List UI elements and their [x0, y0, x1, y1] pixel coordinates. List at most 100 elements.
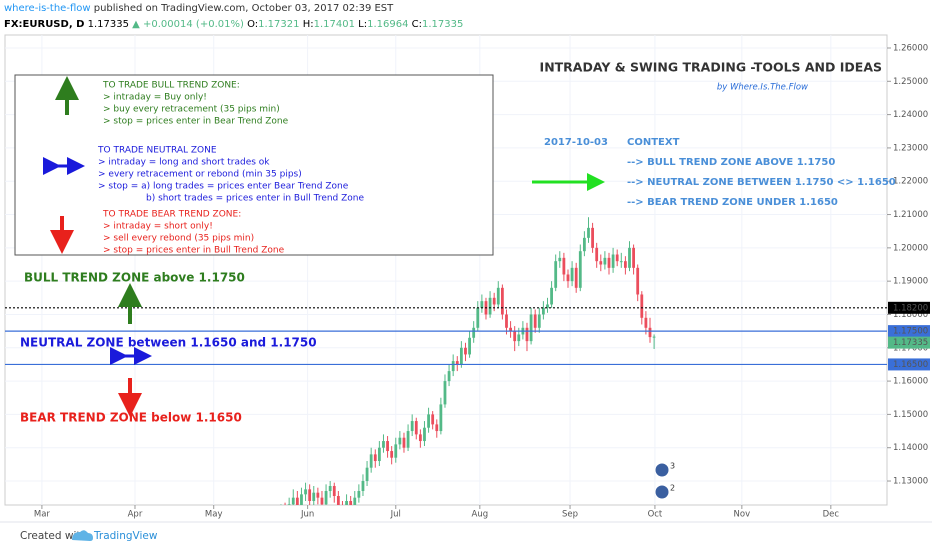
candle-body — [640, 294, 644, 318]
candle-body — [406, 431, 410, 448]
candle-body — [644, 317, 648, 328]
price-label-box — [888, 358, 930, 371]
event-icon[interactable] — [654, 484, 670, 500]
notes-box — [14, 74, 494, 256]
symbol: FX:EURUSD, D — [4, 19, 84, 30]
byline: by Where.Is.The.Flow — [717, 83, 808, 93]
candle-body — [496, 287, 500, 305]
candle-body — [304, 489, 307, 495]
event-icon[interactable] — [654, 462, 670, 478]
x-tick-label: Dec — [823, 510, 840, 520]
note-line: TO TRADE NEUTRAL ZONE — [97, 146, 217, 156]
y-tick-label: 1.20000 — [893, 243, 928, 253]
candle-body — [320, 497, 324, 505]
author[interactable]: where-is-the-flow — [4, 3, 91, 14]
x-tick-label: Apr — [128, 510, 143, 520]
candle-body — [537, 314, 541, 328]
candle-body — [529, 314, 533, 342]
price-label: 1.17500 — [893, 327, 928, 337]
context-line: --> NEUTRAL ZONE BETWEEN 1.1750 <> 1.165… — [627, 177, 896, 188]
candle-body — [566, 274, 570, 282]
candle-body — [464, 347, 467, 355]
x-tick-label: Nov — [734, 510, 751, 520]
bull-zone-label: BULL TREND ZONE above 1.1750 — [24, 271, 245, 285]
candle-body — [533, 314, 537, 328]
x-tick-label: May — [205, 510, 223, 520]
candle-body — [636, 267, 640, 295]
y-tick-label: 1.14000 — [893, 443, 928, 453]
candle-body — [431, 414, 435, 425]
price-label-box — [888, 325, 930, 338]
candle-body — [427, 414, 430, 428]
x-tick-label: Aug — [472, 510, 489, 520]
candle-body — [414, 421, 418, 435]
candle-body — [353, 497, 357, 505]
candle-body — [628, 247, 631, 268]
event-count: 2 — [670, 484, 675, 493]
last-price-box — [888, 336, 930, 349]
candle-body — [623, 261, 627, 268]
ohlc-key: L: — [358, 19, 367, 30]
candle-body — [324, 491, 328, 505]
candle-body — [345, 501, 348, 505]
y-tick-label: 1.23000 — [893, 143, 928, 153]
y-tick-label: 1.25000 — [893, 77, 928, 87]
candle-body — [652, 336, 656, 338]
candle-body — [443, 381, 447, 405]
note-line: > sell every rebond (35 pips min) — [103, 234, 254, 244]
candle-body — [390, 451, 394, 458]
footer-text: Created with — [20, 530, 87, 542]
candle-body — [447, 371, 451, 382]
context-date: 2017-10-03 — [544, 137, 608, 148]
candle-body — [554, 261, 558, 288]
ohlc-value: 1.16964 — [367, 19, 408, 30]
y-tick-label: 1.13000 — [893, 477, 928, 487]
x-tick-label: Oct — [648, 510, 663, 520]
note-line: > buy every retracement (35 pips min) — [103, 105, 280, 115]
candle-body — [517, 334, 521, 342]
ohlc-key: C: — [412, 19, 422, 30]
candle-body — [300, 494, 303, 505]
plot-frame — [4, 34, 888, 506]
candle-body — [607, 257, 611, 268]
candle-body — [328, 486, 332, 492]
note-line: > every retracement or rebond (min 35 pi… — [98, 170, 302, 180]
candle-body — [595, 247, 599, 262]
candle-body — [558, 257, 562, 262]
candle-body — [373, 454, 377, 462]
y-tick-label: 1.18000 — [893, 310, 928, 320]
candle-body — [435, 424, 439, 432]
change: ▲ +0.00014 (+0.01%) — [132, 19, 244, 30]
candle-body — [591, 227, 594, 248]
candle-body — [648, 327, 652, 338]
y-tick-label: 1.16000 — [893, 377, 928, 387]
last-price-label: 1.17335 — [893, 338, 928, 348]
candle-body — [488, 297, 492, 315]
last: 1.17335 — [88, 19, 129, 30]
brand[interactable]: TradingView — [93, 530, 158, 542]
candle-body — [295, 497, 299, 505]
candle-body — [382, 441, 385, 448]
y-tick-label: 1.24000 — [893, 110, 928, 120]
candle-body — [332, 486, 336, 497]
candle-body — [402, 437, 406, 448]
price-label: 1.16500 — [893, 360, 928, 370]
candle-body — [480, 301, 484, 308]
candle-body — [316, 492, 320, 498]
candle-body — [550, 287, 553, 305]
price-label-box — [888, 301, 930, 314]
candle-body — [578, 251, 582, 288]
candle-body — [369, 454, 373, 468]
candle-body — [541, 307, 545, 315]
candle-body — [349, 501, 353, 505]
candle-body — [312, 492, 316, 502]
candle-body — [574, 267, 578, 288]
candle-body — [377, 447, 381, 462]
candle-body — [357, 491, 361, 498]
y-tick-label: 1.22000 — [893, 177, 928, 187]
candle-body — [468, 337, 471, 355]
logo — [72, 530, 93, 541]
candle-body — [619, 261, 623, 263]
candle-body — [439, 404, 443, 432]
